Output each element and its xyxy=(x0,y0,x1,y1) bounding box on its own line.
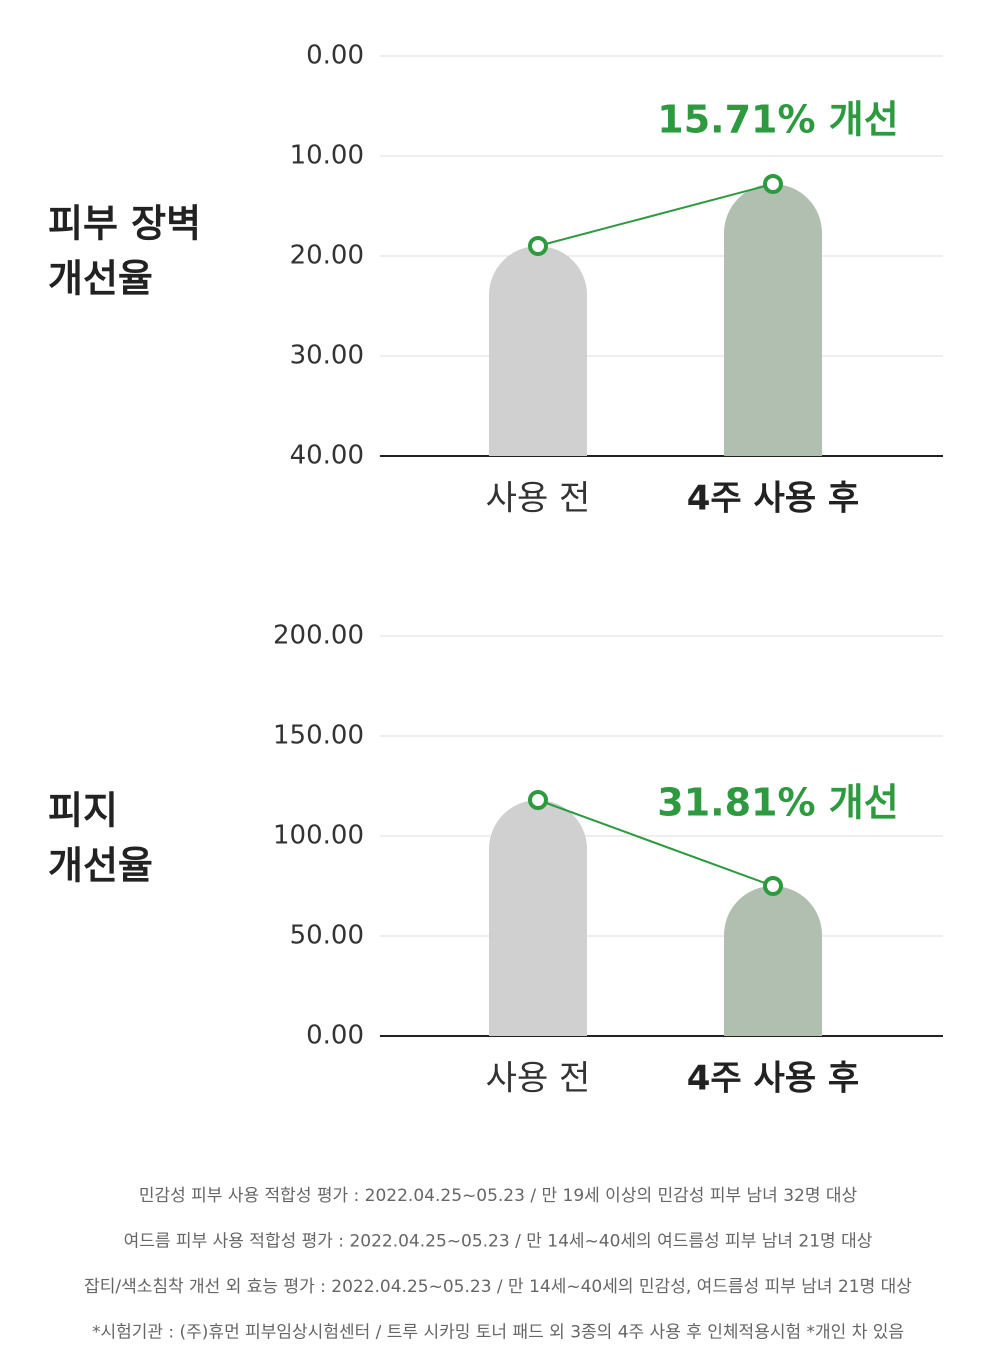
y-tick-label: 0.00 xyxy=(306,41,364,71)
x-tick-label: 사용 전 xyxy=(486,479,591,519)
y-tick-label: 50.00 xyxy=(290,921,364,951)
point-marker xyxy=(763,876,783,896)
y-tick-label: 30.00 xyxy=(290,341,364,371)
bar xyxy=(724,886,822,1036)
footnote: *시험기관 : (주)휴먼 피부임상시험센터 / 트루 시카밍 토너 패드 외 … xyxy=(92,1323,904,1343)
y-tick-label: 0.00 xyxy=(306,1021,364,1051)
y-tick-label: 40.00 xyxy=(290,441,364,471)
y-tick-label: 200.00 xyxy=(273,621,364,651)
chart-title: 개선율 xyxy=(48,844,153,888)
x-tick-label: 4주 사용 후 xyxy=(687,479,859,519)
annotation: 31.81% 개선 xyxy=(657,781,898,825)
x-tick-label: 사용 전 xyxy=(486,1059,591,1099)
bar xyxy=(489,246,587,456)
point-marker xyxy=(763,174,783,194)
annotation: 15.71% 개선 xyxy=(657,98,898,142)
footnote: 여드름 피부 사용 적합성 평가 : 2022.04.25~05.23 / 만 … xyxy=(124,1232,873,1252)
bar xyxy=(489,800,587,1036)
y-tick-label: 10.00 xyxy=(290,141,364,171)
y-tick-label: 150.00 xyxy=(273,721,364,751)
y-tick-label: 20.00 xyxy=(290,241,364,271)
chart-title: 개선율 xyxy=(48,257,153,301)
point-marker xyxy=(528,236,548,256)
chart-title: 피부 장벽 xyxy=(48,202,201,246)
y-tick-label: 100.00 xyxy=(273,821,364,851)
footnote: 민감성 피부 사용 적합성 평가 : 2022.04.25~05.23 / 만 … xyxy=(139,1186,858,1206)
chart-title: 피지 xyxy=(48,789,118,833)
footnote: 잡티/색소침착 개선 외 효능 평가 : 2022.04.25~05.23 / … xyxy=(84,1277,912,1297)
trend-line xyxy=(537,799,774,887)
trend-line xyxy=(537,183,774,247)
x-tick-label: 4주 사용 후 xyxy=(687,1059,859,1099)
bar xyxy=(724,184,822,456)
point-marker xyxy=(528,790,548,810)
